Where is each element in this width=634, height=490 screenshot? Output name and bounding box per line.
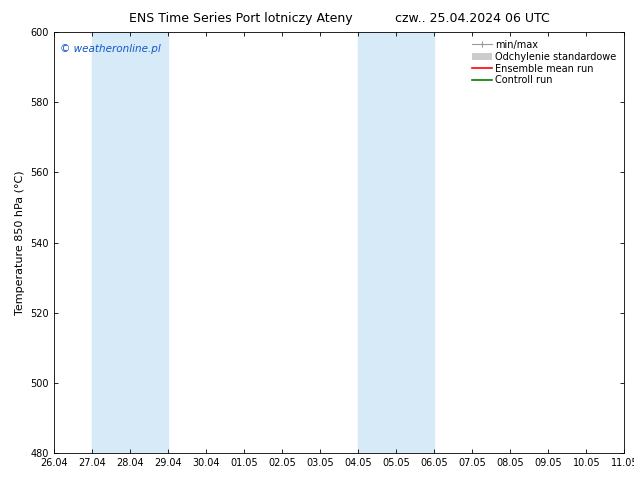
Y-axis label: Temperature 850 hPa (°C): Temperature 850 hPa (°C) (15, 170, 25, 315)
Bar (358, 32, 434, 453)
Text: © weatheronline.pl: © weatheronline.pl (60, 45, 160, 54)
Text: czw.. 25.04.2024 06 UTC: czw.. 25.04.2024 06 UTC (395, 12, 550, 25)
Legend: min/max, Odchylenie standardowe, Ensemble mean run, Controll run: min/max, Odchylenie standardowe, Ensembl… (469, 37, 619, 88)
Bar (92, 32, 168, 453)
Text: ENS Time Series Port lotniczy Ateny: ENS Time Series Port lotniczy Ateny (129, 12, 353, 25)
